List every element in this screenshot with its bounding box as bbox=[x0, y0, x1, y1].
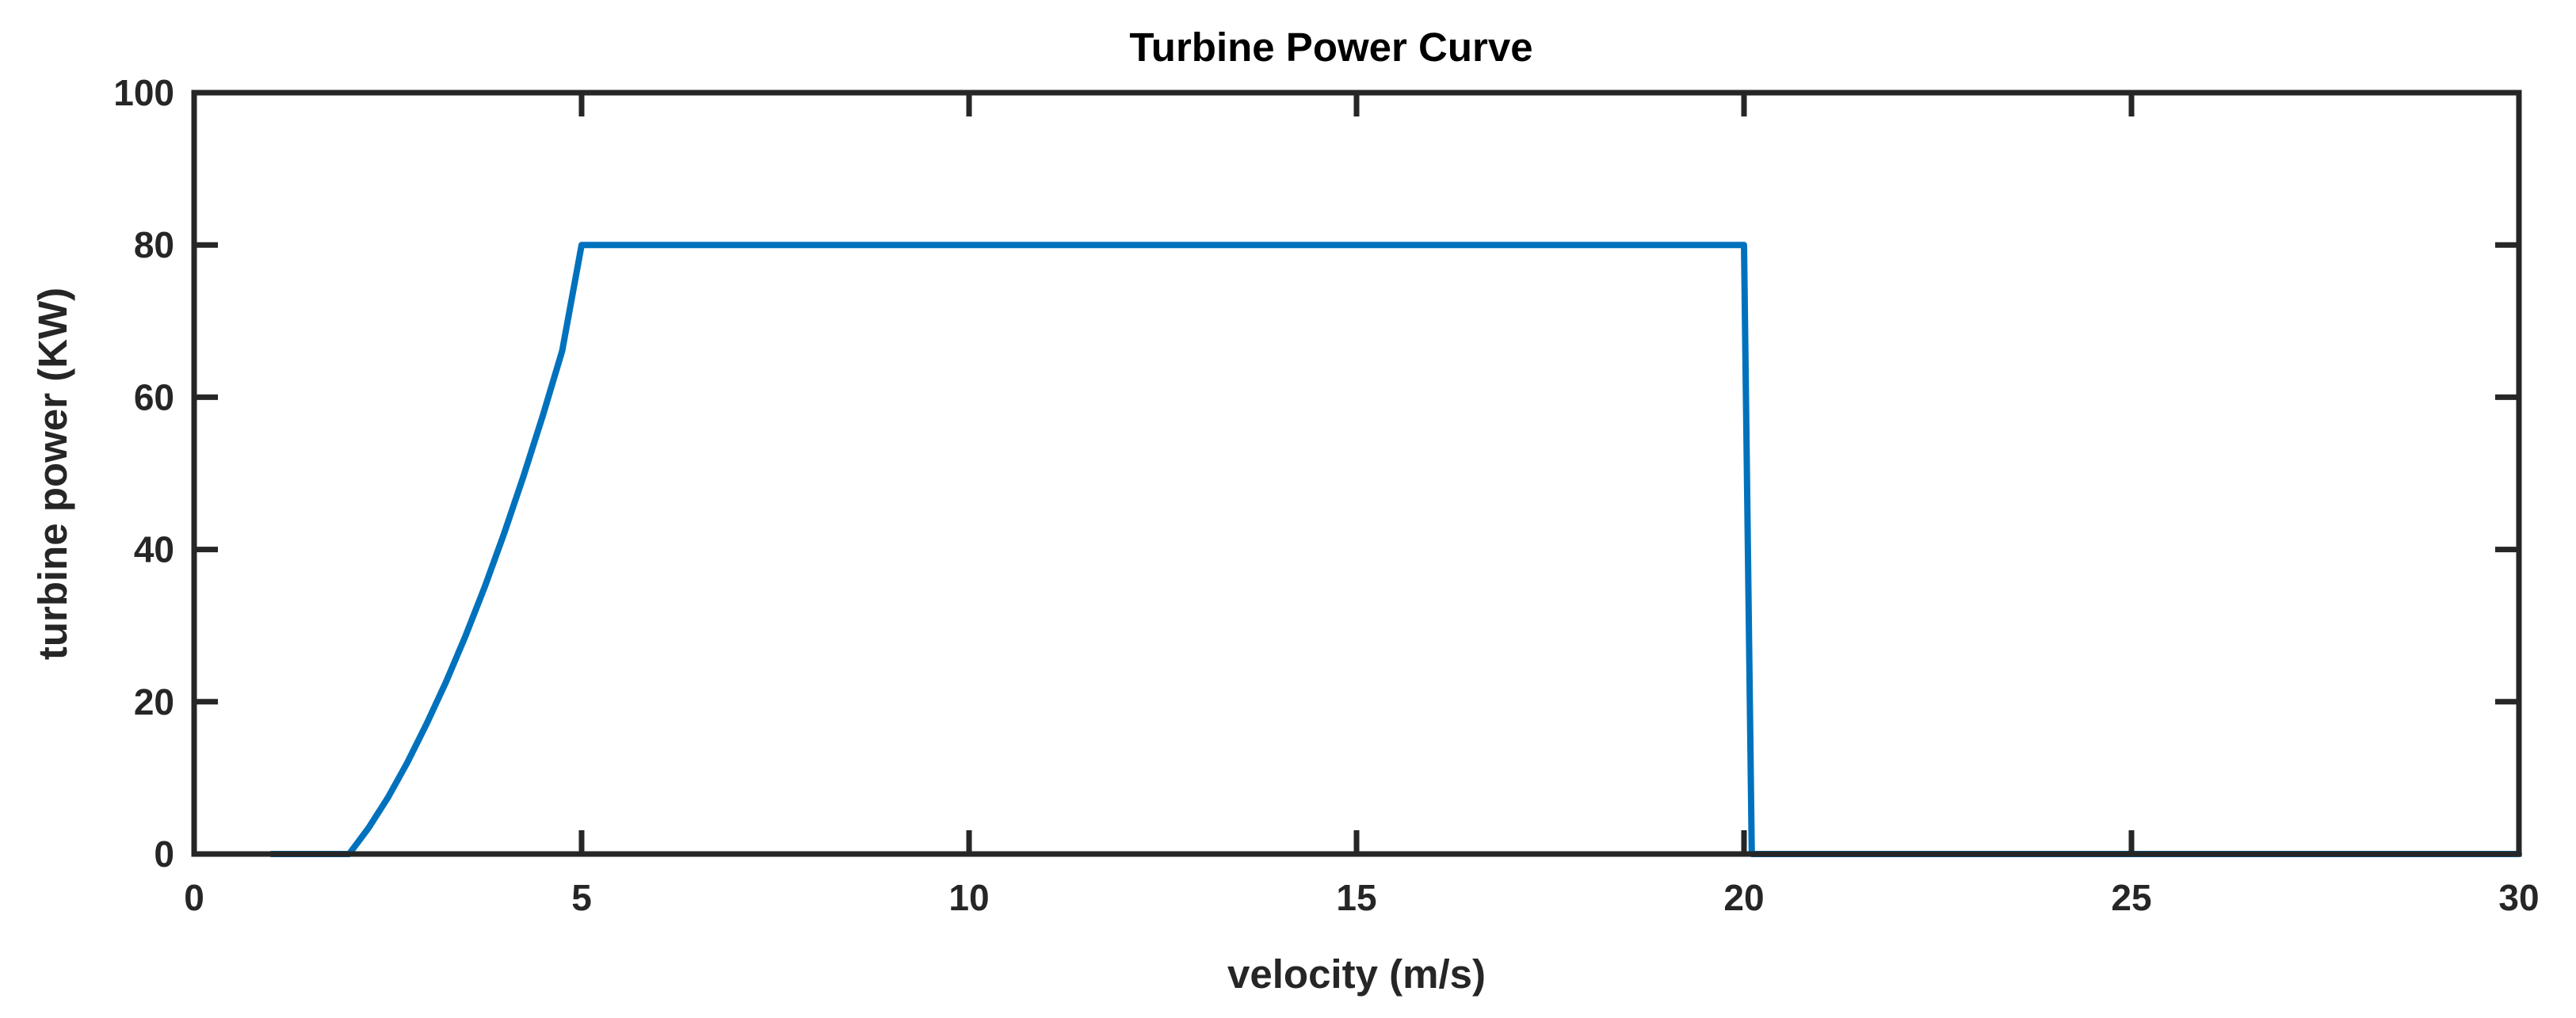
x-tick-label: 5 bbox=[571, 877, 592, 918]
x-tick-label: 25 bbox=[2111, 877, 2151, 918]
x-axis-title: velocity (m/s) bbox=[1227, 951, 1486, 997]
y-axis-title: turbine power (KW) bbox=[30, 288, 75, 660]
chart-title: Turbine Power Curve bbox=[1129, 25, 1532, 70]
y-tick-label: 0 bbox=[154, 833, 174, 875]
series-layer bbox=[268, 242, 2522, 857]
x-tick-label: 0 bbox=[184, 877, 204, 918]
y-tick-label: 60 bbox=[134, 376, 174, 417]
y-tick-label: 20 bbox=[134, 681, 174, 723]
y-tick-label: 40 bbox=[134, 529, 174, 570]
x-tick-label: 30 bbox=[2498, 877, 2539, 918]
ticks-layer: 0 5 10 15 20 25 30 0 20 40 60 80 100 bbox=[113, 72, 2539, 918]
y-tick-label: 100 bbox=[113, 72, 174, 113]
y-tick-label: 80 bbox=[134, 224, 174, 265]
x-tick-label: 15 bbox=[1336, 877, 1376, 918]
series-line-turbine-power bbox=[268, 242, 2522, 857]
axes-box bbox=[191, 90, 2522, 857]
x-tick-label: 20 bbox=[1723, 877, 1764, 918]
x-tick-label: 10 bbox=[948, 877, 989, 918]
